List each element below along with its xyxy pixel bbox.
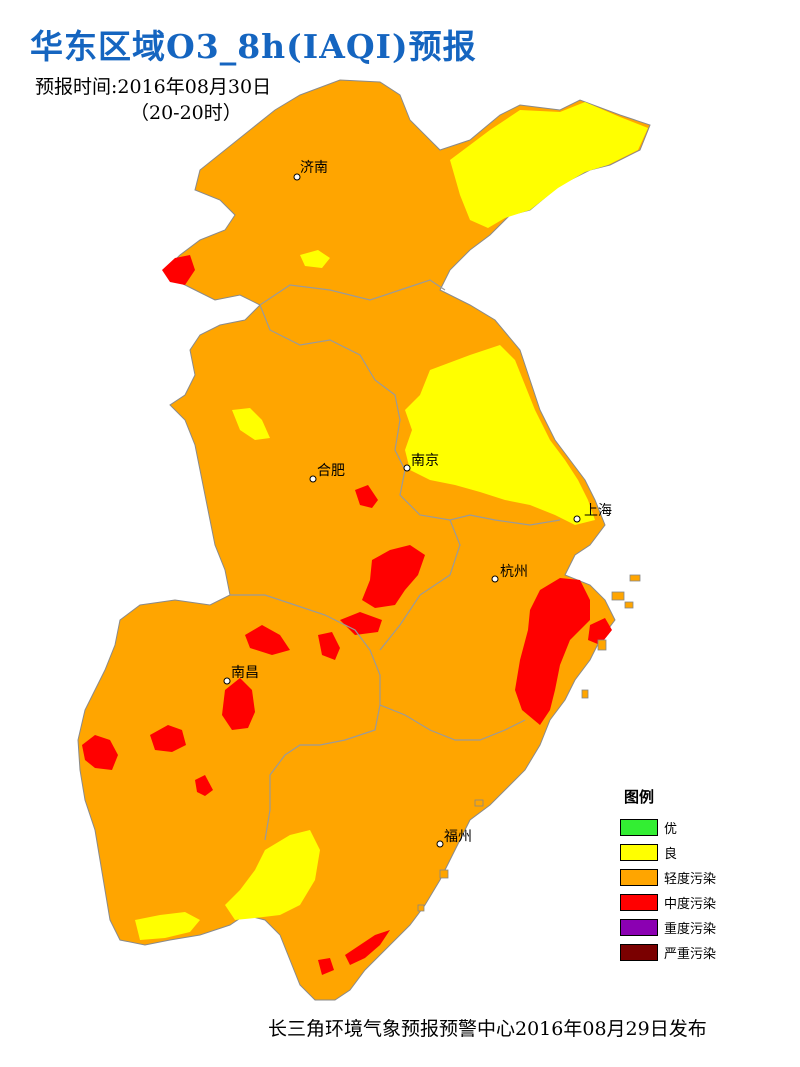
region-moderate-jiangxi-north bbox=[245, 625, 290, 655]
city-label-fuzhou: 福州 bbox=[444, 829, 472, 845]
region-moderate-fujian-small bbox=[318, 958, 334, 975]
region-moderate-zhejiang bbox=[515, 578, 590, 725]
legend-swatch bbox=[620, 844, 658, 861]
province-borders bbox=[230, 279, 561, 841]
region-moderate-jiangxi-nanchang bbox=[222, 678, 255, 730]
city-label-jinan: 济南 bbox=[300, 160, 328, 176]
city-marker-shanghai bbox=[573, 515, 581, 523]
legend-item: 良 bbox=[620, 840, 770, 865]
legend: 图例 优 良 轻度污染 中度污染 重度污染 严重污染 bbox=[620, 786, 770, 965]
legend-label: 重度污染 bbox=[664, 922, 717, 937]
region-good-fujian-west bbox=[225, 830, 320, 920]
region-good-jiangsu bbox=[405, 345, 595, 525]
map-title: 华东区域O3_8h(IAQI)预报 bbox=[30, 27, 477, 66]
city-marker-fuzhou bbox=[436, 840, 444, 848]
city-label-nanjing: 南京 bbox=[411, 453, 439, 469]
legend-item: 重度污染 bbox=[620, 915, 770, 940]
legend-label: 良 bbox=[664, 847, 678, 862]
legend-swatch bbox=[620, 944, 658, 961]
issuer-footer: 长三角环境气象预报预警中心2016年08月29日发布 bbox=[268, 1018, 707, 1040]
region-good-fujian-sw bbox=[135, 912, 200, 940]
legend-swatch bbox=[620, 819, 658, 836]
legend-item: 优 bbox=[620, 815, 770, 840]
region-good-shandong-peninsula bbox=[450, 102, 648, 228]
city-label-nanchang: 南昌 bbox=[231, 665, 259, 681]
city-markers bbox=[223, 173, 581, 848]
legend-swatch bbox=[620, 894, 658, 911]
legend-title: 图例 bbox=[624, 788, 655, 806]
region-moderate-anhui-small bbox=[355, 485, 378, 508]
region-good-shandong-small bbox=[300, 250, 330, 268]
city-label-hefei: 合肥 bbox=[317, 463, 345, 479]
city-marker-hangzhou bbox=[491, 575, 499, 583]
region-moderate-jiangxi-north2 bbox=[318, 632, 340, 660]
legend-item: 严重污染 bbox=[620, 940, 770, 965]
city-label-shanghai: 上海 bbox=[584, 503, 612, 519]
region-light-pollution bbox=[77, 79, 651, 1001]
legend-item: 轻度污染 bbox=[620, 865, 770, 890]
city-marker-nanjing bbox=[403, 464, 411, 472]
city-label-hangzhou: 杭州 bbox=[500, 564, 528, 580]
city-marker-jinan bbox=[293, 173, 301, 181]
forecast-period: （20-20时） bbox=[130, 102, 242, 124]
region-moderate-jiangxi-west bbox=[82, 735, 118, 770]
legend-label: 严重污染 bbox=[664, 947, 717, 962]
coastal-islands bbox=[417, 574, 641, 912]
legend-label: 中度污染 bbox=[664, 897, 717, 912]
region-moderate-fujian-coast bbox=[345, 930, 390, 965]
region-moderate-anhui-south bbox=[362, 545, 425, 608]
legend-label: 轻度污染 bbox=[664, 872, 717, 887]
forecast-time: 预报时间:2016年08月30日 bbox=[35, 76, 272, 98]
legend-item: 中度污染 bbox=[620, 890, 770, 915]
legend-swatch bbox=[620, 919, 658, 936]
legend-label: 优 bbox=[664, 822, 678, 837]
legend-swatch bbox=[620, 869, 658, 886]
city-marker-nanchang bbox=[223, 677, 231, 685]
region-moderate-shandong-west bbox=[162, 255, 195, 285]
region-moderate-zhejiang-coast bbox=[588, 618, 612, 645]
city-marker-hefei bbox=[309, 475, 317, 483]
region-moderate-anhui-south2 bbox=[340, 612, 382, 635]
region-moderate-jiangxi-mid bbox=[150, 725, 186, 752]
region-good-anhui-small bbox=[232, 408, 270, 440]
region-moderate-jiangxi-small bbox=[195, 775, 213, 796]
